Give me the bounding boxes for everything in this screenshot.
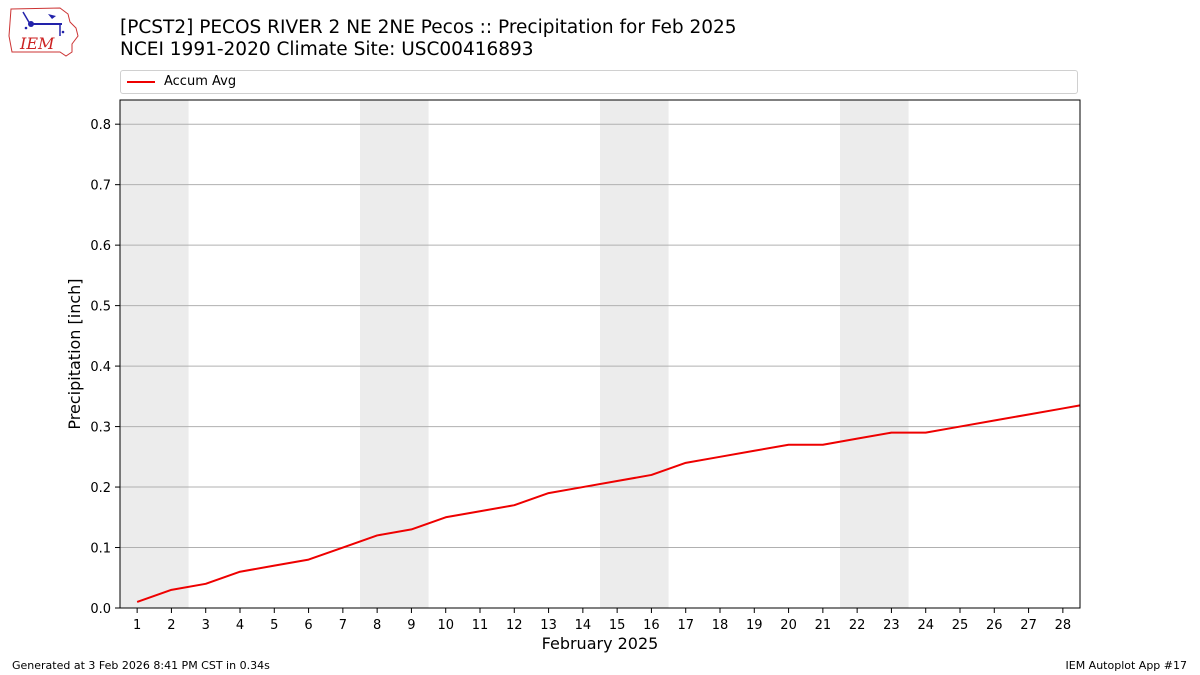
- y-tick-label-5: 0.5: [90, 300, 111, 315]
- y-tick-label-1: 0.1: [90, 542, 111, 557]
- y-axis-ticks: 0.0 0.1 0.2 0.3 0.4 0.5 0.6 0.7 0.8: [90, 118, 120, 617]
- weekend-band-1: [120, 100, 189, 608]
- x-tick-label-8: 8: [373, 618, 381, 633]
- y-tick-label-0: 0.0: [90, 602, 111, 617]
- series-line-accum-avg: [136, 404, 1081, 603]
- x-tick-label-17: 17: [677, 618, 694, 633]
- x-tick-label-18: 18: [712, 618, 729, 633]
- x-tick-label-21: 21: [815, 618, 832, 633]
- y-tick-label-8: 0.8: [90, 118, 111, 133]
- x-tick-label-15: 15: [609, 618, 626, 633]
- x-tick-label-25: 25: [952, 618, 969, 633]
- y-tick-label-3: 0.3: [90, 421, 111, 436]
- y-axis-label: Precipitation [inch]: [65, 278, 84, 429]
- x-tick-label-4: 4: [236, 618, 244, 633]
- x-tick-label-3: 3: [202, 618, 210, 633]
- weekend-shading: [120, 100, 909, 608]
- chart-legend: Accum Avg: [120, 70, 1078, 94]
- title-line-2: NCEI 1991-2020 Climate Site: USC00416893: [120, 39, 534, 60]
- x-tick-label-11: 11: [472, 618, 489, 633]
- footer-app: IEM Autoplot App #17: [1065, 659, 1188, 672]
- x-tick-label-23: 23: [883, 618, 900, 633]
- y-tick-label-7: 0.7: [90, 179, 111, 194]
- x-tick-label-6: 6: [304, 618, 312, 633]
- weekend-band-3: [600, 100, 669, 608]
- series-layer: [136, 404, 1081, 603]
- x-axis-ticks: 1 2 3 4 5 6 7 8 9 10 11 12 13 14 15 16 17 18 19 20 21 22 23 24 2…: [133, 608, 1071, 633]
- x-tick-label-14: 14: [575, 618, 592, 633]
- footer-generated: Generated at 3 Feb 2026 8:41 PM CST in 0…: [12, 659, 270, 672]
- x-tick-label-13: 13: [540, 618, 557, 633]
- x-tick-label-2: 2: [167, 618, 175, 633]
- x-tick-label-22: 22: [849, 618, 866, 633]
- weekend-band-4: [840, 100, 909, 608]
- plot-frame: [119, 99, 1081, 609]
- x-axis-label: February 2025: [542, 634, 659, 653]
- y-tick-label-4: 0.4: [90, 360, 111, 375]
- x-tick-label-27: 27: [1020, 618, 1037, 633]
- x-tick-label-12: 12: [506, 618, 523, 633]
- logo-text: IEM: [19, 34, 55, 53]
- x-tick-label-16: 16: [643, 618, 660, 633]
- y-tick-label-6: 0.6: [90, 239, 111, 254]
- y-gridlines: [120, 123, 1080, 549]
- x-tick-label-7: 7: [339, 618, 347, 633]
- x-tick-label-9: 9: [407, 618, 415, 633]
- iem-logo-graphic: IEM: [8, 7, 79, 57]
- iem-logo: IEM: [8, 6, 80, 58]
- legend-label-accum-avg: Accum Avg: [164, 74, 237, 89]
- x-tick-label-26: 26: [986, 618, 1003, 633]
- chart-title: [PCST2] PECOS RIVER 2 NE 2NE Pecos :: Pr…: [120, 17, 737, 61]
- x-tick-label-28: 28: [1055, 618, 1072, 633]
- x-tick-label-10: 10: [437, 618, 454, 633]
- x-tick-label-1: 1: [133, 618, 141, 633]
- x-tick-label-5: 5: [270, 618, 278, 633]
- x-tick-label-19: 19: [746, 618, 763, 633]
- y-tick-label-2: 0.2: [90, 481, 111, 496]
- legend-swatch-accum-avg: [127, 81, 155, 83]
- x-tick-label-20: 20: [780, 618, 797, 633]
- x-tick-label-24: 24: [917, 618, 934, 633]
- title-line-1: [PCST2] PECOS RIVER 2 NE 2NE Pecos :: Pr…: [120, 17, 737, 38]
